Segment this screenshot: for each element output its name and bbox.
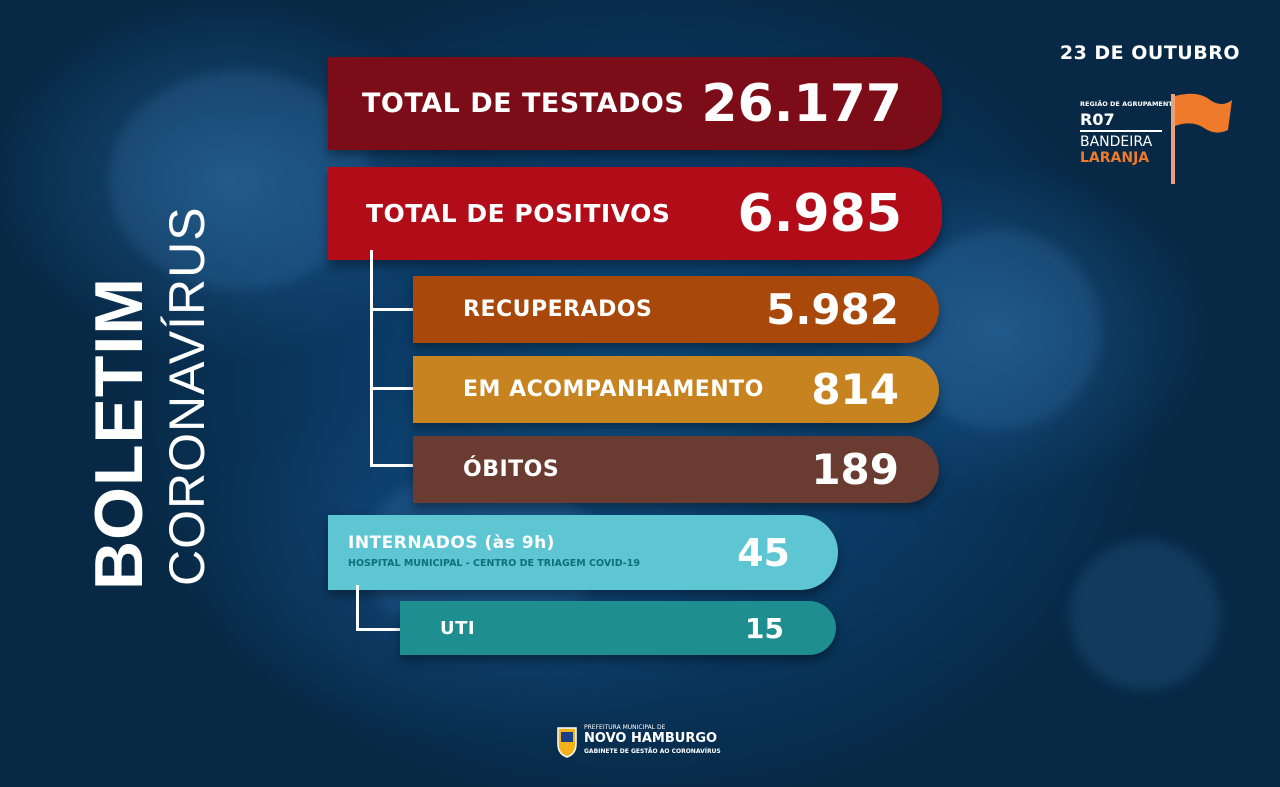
internados-bar: INTERNADOS (às 9h) HOSPITAL MUNICIPAL - …	[328, 515, 838, 590]
recuperados-bar: RECUPERADOS 5.982	[413, 276, 939, 343]
region-block: REGIÃO DE AGRUPAMENTO R07 BANDEIRA LARAN…	[1078, 93, 1248, 192]
region-code: R07	[1080, 110, 1115, 129]
recuperados-value: 5.982	[766, 285, 899, 334]
total-positivos-label: TOTAL DE POSITIVOS	[366, 199, 671, 228]
obitos-value: 189	[811, 445, 899, 494]
region-divider	[1080, 130, 1162, 132]
title-coronavirus: CORONAVÍRUS	[159, 206, 215, 586]
footer-top-line: PREFEITURA MUNICIPAL DE	[584, 724, 666, 731]
internados-value: 45	[737, 530, 790, 575]
total-positivos-value: 6.985	[737, 183, 902, 244]
footer-city: NOVO HAMBURGO	[584, 731, 718, 746]
connector-line	[370, 308, 414, 311]
footer-logo: PREFEITURA MUNICIPAL DE NOVO HAMBURGO GA…	[556, 722, 736, 762]
flag-word: BANDEIRA	[1080, 134, 1153, 150]
internados-label: INTERNADOS (às 9h)	[348, 533, 555, 553]
uti-value: 15	[745, 611, 784, 645]
internados-sublabel: HOSPITAL MUNICIPAL - CENTRO DE TRIAGEM C…	[348, 558, 640, 569]
total-testados-value: 26.177	[701, 73, 902, 134]
date-label: 23 DE OUTUBRO	[1059, 42, 1240, 64]
vertical-title: BOLETIM	[80, 277, 158, 590]
region-caption: REGIÃO DE AGRUPAMENTO	[1080, 100, 1179, 108]
connector-line	[370, 464, 414, 467]
total-testados-label: TOTAL DE TESTADOS	[362, 88, 685, 119]
uti-label: UTI	[440, 617, 476, 639]
uti-bar: UTI 15	[400, 601, 836, 655]
background-virus-shape	[1070, 540, 1220, 690]
recuperados-label: RECUPERADOS	[463, 297, 653, 322]
total-testados-bar: TOTAL DE TESTADOS 26.177	[328, 57, 942, 150]
title-boletim: BOLETIM	[81, 277, 157, 590]
connector-line	[356, 585, 359, 630]
obitos-label: ÓBITOS	[463, 457, 560, 482]
obitos-bar: ÓBITOS 189	[413, 436, 939, 503]
orange-flag-icon	[1171, 93, 1232, 184]
footer-bottom-line: GABINETE DE GESTÃO AO CORONAVÍRUS	[584, 748, 721, 755]
connector-line	[356, 628, 400, 631]
vertical-subtitle: CORONAVÍRUS	[158, 206, 216, 586]
total-positivos-bar: TOTAL DE POSITIVOS 6.985	[328, 167, 942, 260]
acompanhamento-label: EM ACOMPANHAMENTO	[463, 377, 764, 402]
city-crest-icon	[557, 727, 577, 758]
flag-color-name: LARANJA	[1080, 150, 1150, 166]
background-virus-shape	[110, 70, 370, 290]
connector-line	[370, 387, 414, 390]
connector-line	[370, 250, 373, 467]
acompanhamento-bar: EM ACOMPANHAMENTO 814	[413, 356, 939, 423]
acompanhamento-value: 814	[811, 365, 899, 414]
